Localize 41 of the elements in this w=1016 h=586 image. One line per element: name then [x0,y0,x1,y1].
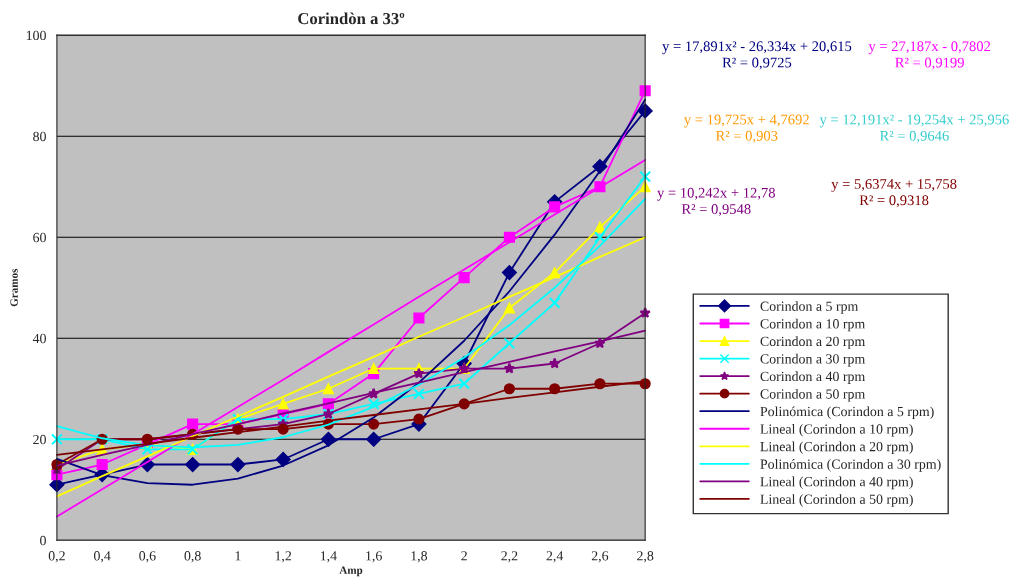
legend-label: Polinómica (Corindon a 30 rpm) [760,459,941,472]
x-tick-label: 1,8 [411,551,428,563]
legend-label: Lineal (Corindon a 20 rpm) [760,441,913,455]
x-tick-label: 2,2 [501,551,518,563]
text: y = 27,187x - 0,7802 R² = 0,9199 [868,41,991,70]
text: y = 10,242x + 12,78 R² = 0,9548 [657,187,775,217]
text: y = 19,725x + 4,7692 R² = 0,903 [684,114,809,143]
y-tick-label: 60 [33,232,46,243]
text: y = 12,191x² - 19,254x + 25,956 R² = 0,9646 [819,114,1009,143]
legend-label: Lineal (Corindon a 50 rpm) [760,494,913,507]
legend-label: Corindon a 20 rpm [760,336,866,349]
x-tick-label: 1 [235,551,241,561]
x-tick-label: 2,6 [591,551,609,563]
x-tick-label: 1,6 [366,551,382,563]
y-axis-title: Gramos [10,268,18,307]
x-tick-label: 0,8 [184,551,201,563]
chart-title: Corindòn a 33º [298,12,405,25]
y-tick-label: 0 [40,535,46,546]
legend-label: Corindon a 50 rpm [760,388,866,402]
x-tick-label: 2,4 [546,551,564,563]
legend-label: Corindon a 30 rpm [760,353,866,367]
x-tick-label: 1,2 [275,551,292,563]
y-tick-label: 100 [26,30,46,41]
legend-label: Polinómica (Corindon a 5 rpm) [760,406,934,420]
legend-label: Lineal (Corindon a 40 rpm) [760,476,913,490]
x-tick-label: 0,4 [94,551,111,563]
y-tick-label: 40 [32,333,46,344]
x-tick-label: 2 [461,551,467,561]
x-axis-title: Amp [339,566,363,577]
y-tick-label: 20 [33,434,46,445]
x-tick-label: 0,6 [139,551,156,563]
text: y = 5,6374x + 15,758 R² = 0,9318 [831,179,957,208]
text: y = 17,891x² - 26,334x + 20,615 R² = 0,9725 [662,41,852,70]
x-tick-label: 0,2 [48,551,65,563]
legend-label: Lineal (Corindon a 10 rpm) [760,423,913,437]
legend-label: Corindon a 5 rpm [760,301,859,314]
x-tick-label: 2,8 [637,551,654,563]
legend-label: Corindon a 40 rpm [760,371,866,384]
x-tick-label: 1,4 [320,551,337,563]
y-tick-label: 80 [33,131,46,142]
legend-label: Corindon a 10 rpm [760,318,866,332]
